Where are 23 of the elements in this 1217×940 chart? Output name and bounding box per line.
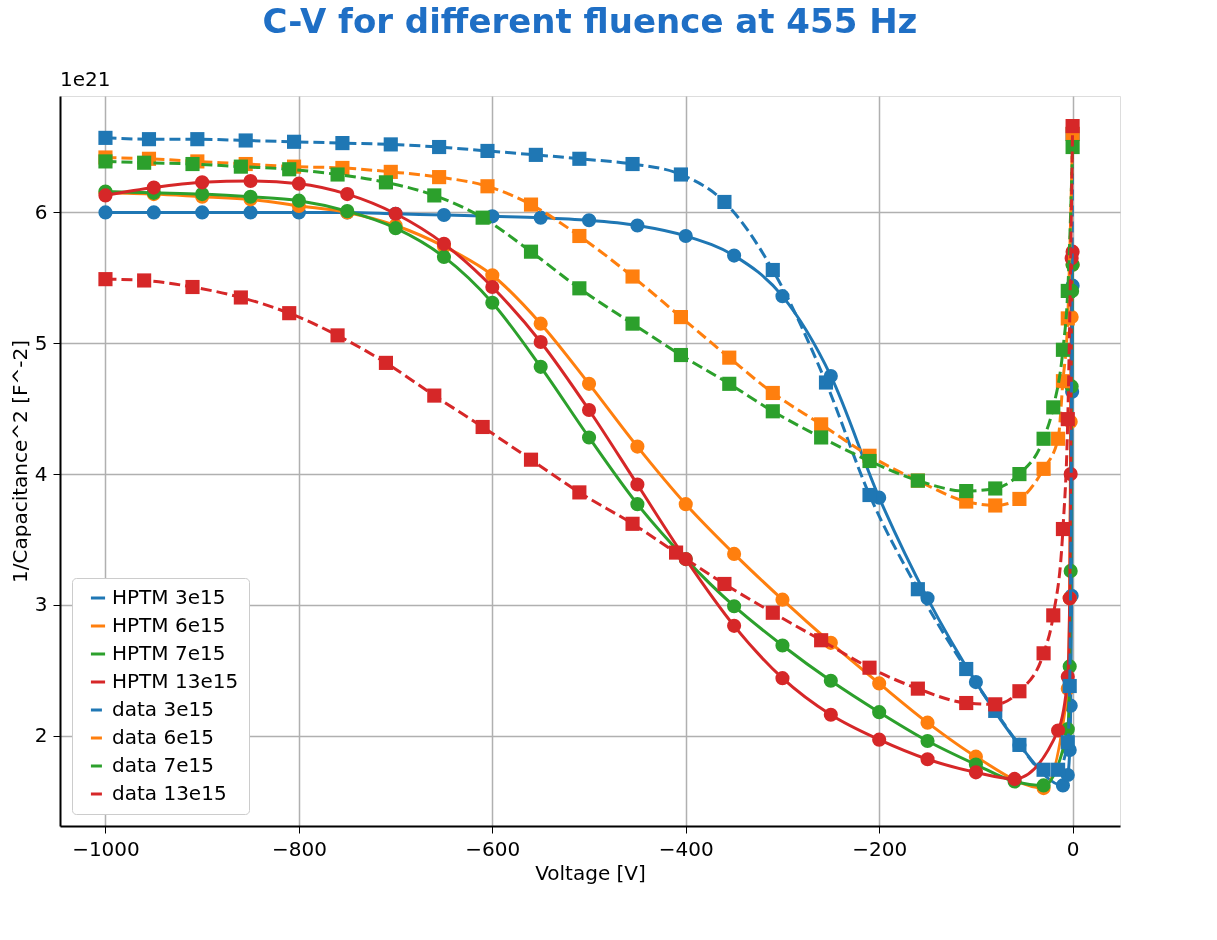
legend-label: data 6e15: [112, 725, 214, 749]
x-tick-label: −200: [852, 836, 908, 861]
legend-label: HPTM 3e15: [112, 585, 226, 609]
y-axis-title: 1/Capacitance^2 [F^-2]: [7, 340, 32, 583]
x-tick-label: −600: [465, 836, 521, 861]
y-tick-label: 3: [34, 592, 48, 617]
legend-label: HPTM 6e15: [112, 613, 226, 637]
y-tick-label: 5: [34, 330, 48, 355]
x-tick-label: −400: [658, 836, 714, 861]
legend-label: data 13e15: [112, 781, 227, 805]
x-tick-label: 0: [1066, 836, 1080, 861]
y-tick-label: 6: [34, 199, 48, 224]
legend-label: HPTM 7e15: [112, 641, 226, 665]
x-axis-title: Voltage [V]: [535, 860, 646, 885]
legend-label: data 7e15: [112, 753, 214, 777]
x-tick-label: −1000: [72, 836, 140, 861]
text: 1e21: [60, 67, 111, 91]
x-tick-label: −800: [271, 836, 327, 861]
legend-label: data 3e15: [112, 697, 214, 721]
y-tick-label: 2: [34, 723, 48, 748]
legend-label: HPTM 13e15: [112, 669, 239, 693]
y-tick-label: 4: [34, 461, 48, 486]
chart-title: C-V for different fluence at 455 Hz: [262, 1, 918, 41]
